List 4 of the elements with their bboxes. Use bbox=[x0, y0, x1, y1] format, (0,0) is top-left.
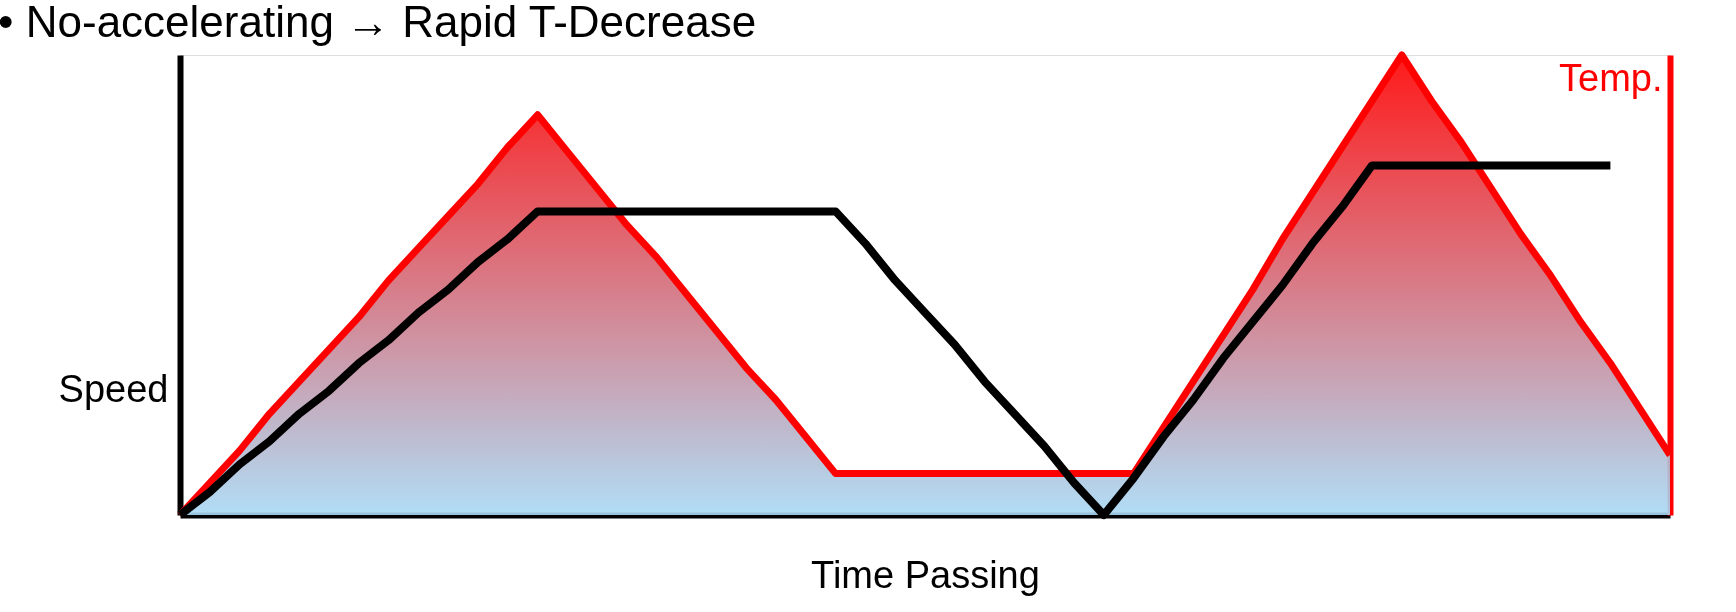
y2-axis-title: Temp. bbox=[1559, 56, 1663, 99]
y-axis-title: Speed bbox=[58, 367, 169, 410]
chart-title: • No-accelerating → Rapid T-Decrease bbox=[0, 0, 757, 46]
x-axis-title: Time Passing bbox=[811, 553, 1040, 596]
